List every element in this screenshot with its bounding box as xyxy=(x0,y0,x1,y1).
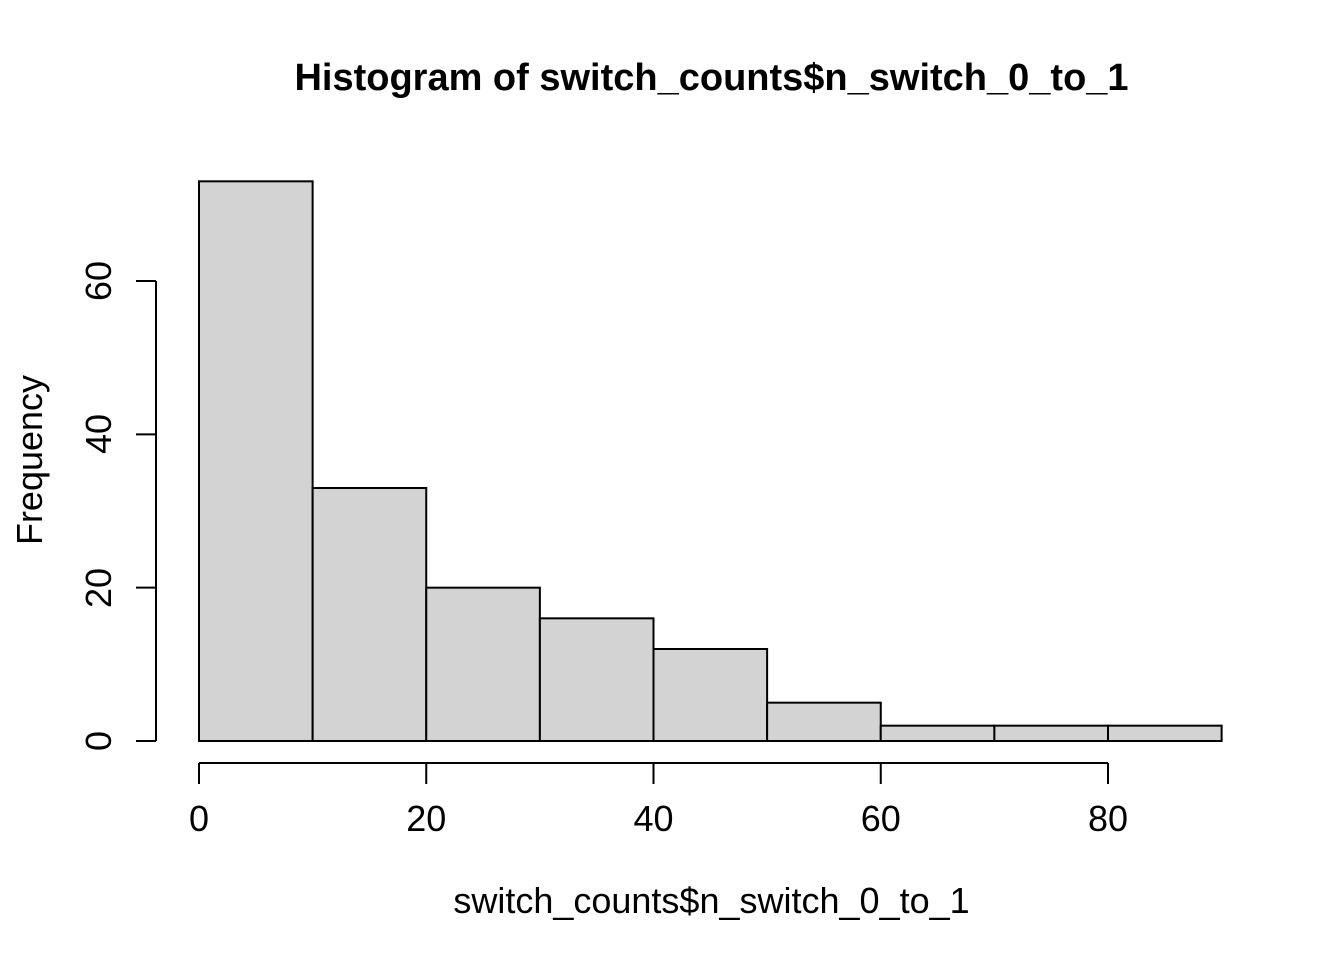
histogram-bar xyxy=(652,647,769,742)
histogram-bar xyxy=(993,724,1109,743)
y-axis-label: Frequency xyxy=(9,374,50,546)
histogram-bar xyxy=(538,617,655,743)
histogram-bar xyxy=(198,180,314,743)
histogram-bar xyxy=(879,724,996,743)
y-tick-label: 0 xyxy=(78,730,119,752)
y-tick-label: 60 xyxy=(78,260,119,302)
histogram-bar xyxy=(311,486,428,742)
histogram-bar xyxy=(766,701,882,743)
x-axis-label: switch_counts$n_switch_0_to_1 xyxy=(453,880,970,921)
chart-title: Histogram of switch_counts$n_switch_0_to… xyxy=(294,57,1129,99)
histogram-bar xyxy=(425,586,541,743)
y-tick-label: 40 xyxy=(78,414,119,455)
x-tick-label: 0 xyxy=(188,798,210,839)
x-tick-label: 60 xyxy=(860,798,901,839)
x-tick-label: 20 xyxy=(406,798,447,839)
y-tick-label: 20 xyxy=(78,567,119,608)
histogram-bar xyxy=(1107,724,1223,743)
x-tick-label: 80 xyxy=(1087,798,1129,839)
x-tick-label: 40 xyxy=(633,798,674,839)
